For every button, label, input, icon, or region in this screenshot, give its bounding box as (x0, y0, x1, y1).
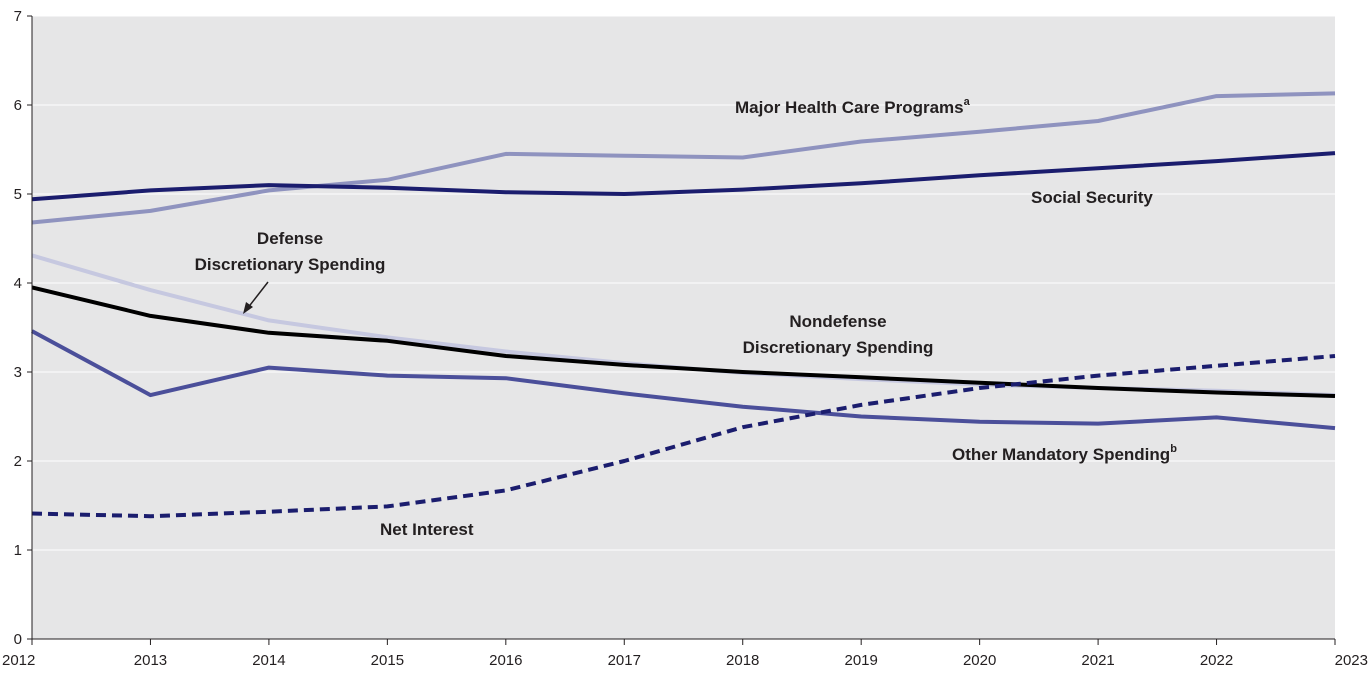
y-tick-label-1: 1 (14, 542, 22, 559)
tick-labels: 0 1 2 3 4 5 6 7 2012 2013 2014 2015 2016 2017 2018 2019… (2, 8, 1368, 669)
y-tick-label-5: 5 (14, 186, 22, 203)
plot-background (32, 16, 1335, 639)
y-tick-label-3: 3 (14, 364, 22, 381)
y-tick-label-0: 0 (14, 631, 22, 648)
label-nondefense: Nondefense Discretionary Spending (743, 312, 934, 357)
x-tick-label-2019: 2019 (844, 652, 877, 669)
x-tick-label-2017: 2017 (608, 652, 641, 669)
label-other-mandatory: Other Mandatory Spendingb (952, 443, 1177, 464)
x-tick-label-2018: 2018 (726, 652, 759, 669)
series-line-social-security (31, 151, 1336, 202)
defense-arrow (243, 281, 269, 314)
x-tick-label-2023: 2023 (1335, 652, 1368, 669)
x-tick-label-2013: 2013 (134, 652, 167, 669)
y-tick-label-4: 4 (14, 275, 22, 292)
label-social-security: Social Security (1031, 188, 1153, 207)
x-tick-label-2016: 2016 (489, 652, 522, 669)
x-tick-label-2021: 2021 (1081, 652, 1114, 669)
label-net-interest: Net Interest (380, 520, 474, 539)
axes (31, 16, 1335, 640)
label-health: Major Health Care Programsa (735, 96, 971, 117)
series-lines (31, 91, 1336, 519)
x-tick-label-2020: 2020 (963, 652, 996, 669)
x-tick-label-2014: 2014 (252, 652, 285, 669)
series-line-net-interest (31, 354, 1336, 519)
label-defense: Defense Discretionary Spending (195, 229, 386, 274)
series-line-other-mandatory (31, 329, 1336, 431)
series-line-health (31, 91, 1336, 225)
x-tick-label-2015: 2015 (371, 652, 404, 669)
series-line-nondefense (31, 285, 1336, 398)
y-tick-label-7: 7 (14, 8, 22, 25)
x-tick-label-2022: 2022 (1200, 652, 1233, 669)
y-tick-label-2: 2 (14, 453, 22, 470)
y-tick-label-6: 6 (14, 97, 22, 114)
x-tick-label-2012: 2012 (2, 652, 35, 669)
